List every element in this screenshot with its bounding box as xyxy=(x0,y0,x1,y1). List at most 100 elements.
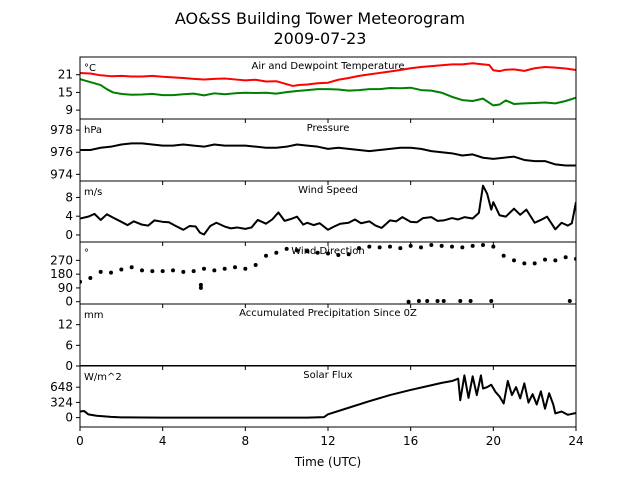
panel-4-point-4 xyxy=(119,267,124,272)
panel-4-point-34 xyxy=(429,243,434,248)
panel-4-point-22 xyxy=(305,249,310,254)
panel-4-point-18 xyxy=(264,253,268,258)
panel-5-unit: mm xyxy=(84,310,103,321)
panel-4-point-58 xyxy=(489,298,494,303)
panel-3: 0 4 8 m/s Wind Speed xyxy=(65,180,577,246)
panel-3-ytick-label-1: 4 xyxy=(65,209,73,223)
panel-4-point-7 xyxy=(150,269,155,274)
panel-6-title: Solar Flux xyxy=(303,370,353,381)
panel-6-ytick-label-0: 0 xyxy=(65,411,73,425)
panel-4-point-56 xyxy=(458,298,463,303)
panel-1-ytick-label-2: 21 xyxy=(58,68,73,82)
panel-3-title: Wind Speed xyxy=(298,185,358,196)
panel-4-point-37 xyxy=(460,245,465,250)
panel-4-point-49 xyxy=(198,282,203,287)
panel-4-series xyxy=(80,243,576,304)
panel-4-point-20 xyxy=(284,246,289,251)
panel-4-point-2 xyxy=(98,269,103,274)
panel-4-ytick-label-1: 90 xyxy=(58,281,73,295)
panel-3-series xyxy=(80,184,576,236)
panel-2-series xyxy=(80,142,576,167)
panel-5-ytick-label-0: 0 xyxy=(65,359,73,373)
panel-6-series xyxy=(80,374,576,419)
panel-2-series-line-0 xyxy=(80,142,576,167)
panel-4-point-50 xyxy=(198,285,203,290)
panel-4-point-21 xyxy=(295,248,299,253)
panel-4-point-25 xyxy=(336,253,341,258)
panel-4-point-12 xyxy=(202,266,206,271)
panel-2-title: Pressure xyxy=(307,123,350,134)
x-tick-label-2: 8 xyxy=(242,434,250,448)
panel-3-series-line-0 xyxy=(80,184,576,236)
panel-4-point-59 xyxy=(567,298,572,303)
panel-4-point-9 xyxy=(171,268,175,273)
panel-4-point-23 xyxy=(315,250,320,255)
panel-3-ytick-label-2: 8 xyxy=(65,190,73,204)
panel-4-point-10 xyxy=(181,269,186,274)
panel-4-point-8 xyxy=(160,269,165,274)
panel-4-point-14 xyxy=(222,266,227,271)
panel-4-point-1 xyxy=(88,275,93,280)
panel-2-unit: hPa xyxy=(84,125,102,136)
panel-1-title: Air and Dewpoint Temperature xyxy=(252,61,405,72)
panel-4-point-39 xyxy=(481,243,485,248)
panel-4-point-28 xyxy=(367,244,372,249)
panel-4-point-43 xyxy=(522,261,527,266)
panel-1-series xyxy=(80,62,576,107)
panel-4-point-55 xyxy=(441,298,446,303)
panel-1: 9 15 21 °C Air and Dewpoint Temperature xyxy=(58,56,577,123)
panel-3-unit: m/s xyxy=(84,187,102,198)
panel-6-ytick-label-1: 324 xyxy=(50,395,73,409)
panel-4-point-45 xyxy=(543,257,547,262)
panel-4-point-11 xyxy=(191,269,196,274)
panel-4-ytick-label-0: 0 xyxy=(65,295,73,309)
panel-4-point-15 xyxy=(233,265,237,270)
panel-5: 0 6 12 mm Accumulated Precipitation Since 0Z xyxy=(58,303,577,373)
panel-4-ytick-label-3: 270 xyxy=(50,253,73,267)
panel-5-ytick-label-2: 12 xyxy=(58,318,73,332)
panel-4-title: Wind Direction xyxy=(291,246,365,257)
panel-4-point-24 xyxy=(326,251,330,256)
panel-4-point-54 xyxy=(435,298,440,303)
panel-6-unit: W/m^2 xyxy=(84,372,122,383)
panel-4-point-57 xyxy=(468,298,473,303)
panel-4-point-6 xyxy=(140,268,144,273)
panel-2: 974 976 978 hPa Pressure xyxy=(50,118,577,185)
panel-1-unit: °C xyxy=(84,63,96,74)
panel-4-point-36 xyxy=(450,244,454,249)
panel-4-point-30 xyxy=(388,244,392,249)
panel-4-point-46 xyxy=(553,258,558,263)
panel-4-point-51 xyxy=(406,299,411,304)
panel-6-ytick-label-2: 648 xyxy=(50,380,73,394)
panel-4-point-26 xyxy=(346,252,351,257)
panel-2-ytick-label-1: 976 xyxy=(50,145,73,159)
panel-4-point-27 xyxy=(357,246,361,251)
panel-5-title: Accumulated Precipitation Since 0Z xyxy=(239,308,417,319)
x-tick-label-5: 20 xyxy=(486,434,501,448)
panel-4-point-19 xyxy=(274,250,279,255)
panel-4-point-29 xyxy=(377,245,382,250)
panel-5-ytick-label-1: 6 xyxy=(65,338,73,352)
chart-subtitle: 2009-07-23 xyxy=(274,29,367,48)
panel-4-point-32 xyxy=(408,243,413,248)
panel-4-point-16 xyxy=(243,266,248,271)
panel-2-ytick-label-2: 978 xyxy=(50,123,73,137)
panel-4-point-47 xyxy=(563,255,568,260)
x-axis-label: Time (UTC) xyxy=(294,455,361,469)
x-tick-label-1: 4 xyxy=(159,434,167,448)
panel-4-ytick-label-2: 180 xyxy=(50,267,73,281)
x-tick-label-6: 24 xyxy=(568,434,583,448)
panel-3-ytick-label-0: 0 xyxy=(65,228,73,242)
x-axis: 0 4 8 12 16 20 24 xyxy=(76,434,583,448)
chart-title: AO&SS Building Tower Meteorogram xyxy=(175,9,465,28)
panel-6-series-line-0 xyxy=(80,374,576,419)
panel-4-point-44 xyxy=(532,261,537,266)
panel-2-ytick-label-0: 974 xyxy=(50,167,73,181)
panel-4-point-13 xyxy=(212,268,217,273)
panel-1-ytick-label-1: 15 xyxy=(58,85,73,99)
panel-1-series-line-0 xyxy=(80,62,576,87)
x-tick-label-3: 12 xyxy=(320,434,335,448)
